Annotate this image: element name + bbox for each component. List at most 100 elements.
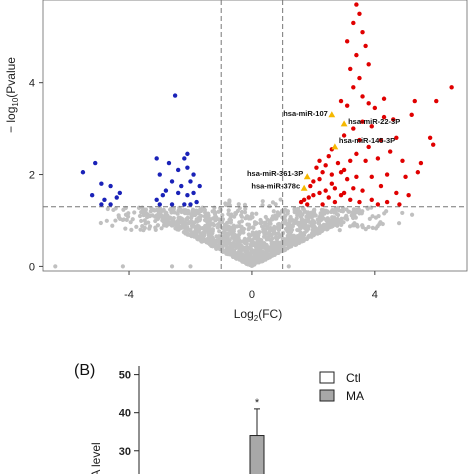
axes: -4 0 4 0 2 4 <box>29 78 378 301</box>
ns-point <box>226 252 231 257</box>
down-point <box>175 190 181 196</box>
up-point <box>415 170 421 175</box>
up-point <box>431 142 436 147</box>
ns-point <box>239 209 245 215</box>
ns-point <box>270 236 275 241</box>
up-point <box>384 199 390 205</box>
ns-point <box>298 214 303 219</box>
up-point <box>301 197 307 203</box>
up-point <box>363 43 368 49</box>
ns-point <box>116 215 122 220</box>
ns-point <box>252 248 258 253</box>
ns-point <box>312 227 317 232</box>
ns-point <box>243 257 248 262</box>
ns-point <box>357 209 363 215</box>
down-point <box>191 190 196 196</box>
ns-point <box>260 202 265 208</box>
ns-point <box>226 231 231 237</box>
up-point <box>332 199 338 205</box>
ns-point <box>331 218 336 223</box>
ns-point <box>297 209 303 214</box>
up-point <box>341 133 347 138</box>
ns-point <box>237 229 242 234</box>
up-point <box>329 172 335 177</box>
down-point <box>166 160 172 166</box>
ns-point <box>279 246 284 251</box>
ns-point <box>192 220 197 225</box>
ns-point <box>373 226 379 231</box>
ns-point <box>197 227 202 232</box>
down-point <box>163 188 169 193</box>
ns-point <box>232 214 237 219</box>
ns-point <box>244 245 249 250</box>
ns-point <box>213 214 218 219</box>
ns-point <box>275 241 281 247</box>
ns-point <box>202 218 208 223</box>
ns-point <box>239 213 244 218</box>
ns-point <box>261 229 266 234</box>
ns-point <box>138 227 143 232</box>
down-point <box>185 193 190 198</box>
up-point <box>357 11 362 16</box>
bar-y-tick-label: 30 <box>119 446 131 458</box>
down-point <box>99 181 104 186</box>
legend-label-ma: MA <box>346 389 364 403</box>
ns-point <box>261 242 267 247</box>
up-point <box>311 193 316 198</box>
ns-point <box>123 212 129 217</box>
ns-point <box>367 216 372 221</box>
ns-point <box>291 221 297 226</box>
ns-point <box>238 251 243 257</box>
ns-point <box>227 198 232 203</box>
down-point <box>154 156 159 161</box>
ns-point <box>104 218 109 223</box>
highlight-marker <box>340 120 348 127</box>
ns-point <box>196 215 201 220</box>
ns-point <box>285 233 290 238</box>
ns-point <box>214 234 219 239</box>
x-tick-label: 0 <box>249 289 255 301</box>
ns-point <box>262 223 267 229</box>
ns-point <box>248 247 254 252</box>
up-point <box>311 179 316 184</box>
ns-point <box>239 219 245 224</box>
ns-point <box>255 241 260 246</box>
bar-y-tick-label: 50 <box>119 370 131 382</box>
up-point <box>406 193 411 198</box>
ns-point <box>141 213 146 218</box>
ns-point <box>177 217 183 222</box>
up-point <box>394 135 399 140</box>
ns-point <box>277 221 282 227</box>
ns-point <box>202 226 207 231</box>
ns-point <box>336 208 342 213</box>
ns-point <box>183 224 188 229</box>
up-point <box>434 98 439 104</box>
ns-point <box>272 226 277 231</box>
ns-point <box>228 225 233 230</box>
ns-point <box>222 228 227 233</box>
ns-point <box>110 223 115 228</box>
up-point <box>317 158 322 163</box>
up-point <box>338 193 344 198</box>
ns-point <box>210 209 215 214</box>
legend: Ctl MA <box>319 371 364 403</box>
up-point <box>369 197 374 203</box>
ns-point <box>268 232 273 237</box>
ns-point <box>190 207 196 212</box>
ns-point <box>140 224 145 229</box>
ns-point <box>337 228 342 233</box>
up-point <box>449 85 454 90</box>
ns-point <box>292 236 297 241</box>
ns-point <box>233 255 238 261</box>
ns-point <box>209 235 214 240</box>
ns-point <box>153 227 158 232</box>
ns-point <box>171 220 177 226</box>
x-tick-label: -4 <box>124 289 134 301</box>
up-point <box>306 195 311 200</box>
ns-point <box>140 209 145 214</box>
up-point <box>427 135 433 140</box>
ns-point <box>283 221 289 226</box>
down-point <box>194 199 199 205</box>
ns-point <box>280 242 285 248</box>
